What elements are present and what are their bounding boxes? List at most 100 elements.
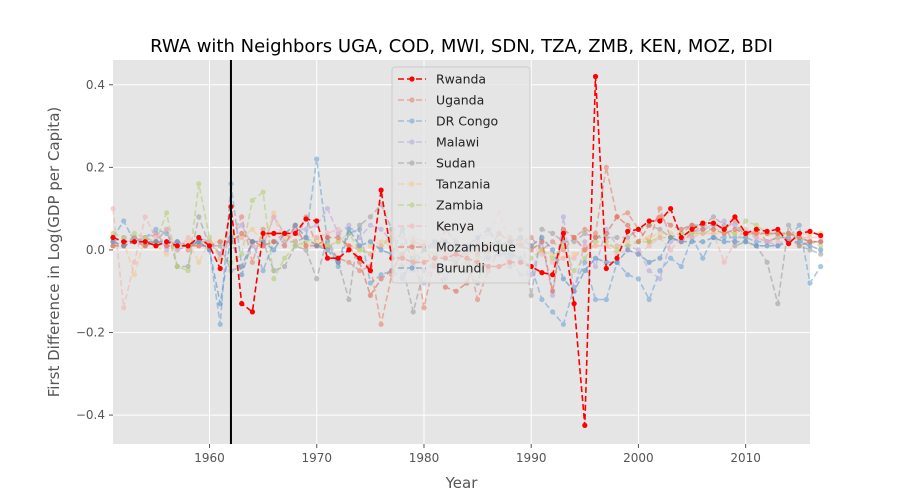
data-point xyxy=(357,247,363,253)
legend: Rwanda Uganda DR Congo Malawi Sudan Tanzania Z… xyxy=(391,66,531,284)
data-point xyxy=(550,255,556,261)
data-point xyxy=(592,234,599,241)
data-point xyxy=(592,239,599,245)
data-point xyxy=(678,263,684,270)
data-point xyxy=(635,239,642,245)
data-point xyxy=(582,230,588,236)
data-point xyxy=(260,226,266,232)
data-point xyxy=(732,222,738,228)
data-point xyxy=(314,218,320,224)
data-point xyxy=(571,301,577,307)
data-point xyxy=(378,187,384,193)
data-point xyxy=(357,222,363,228)
data-point xyxy=(282,255,288,261)
data-point xyxy=(249,309,255,315)
data-point xyxy=(121,218,127,224)
data-point xyxy=(271,210,277,216)
x-axis-label: Year xyxy=(445,474,479,492)
data-point xyxy=(539,296,545,303)
data-point xyxy=(582,268,588,274)
data-point xyxy=(303,216,309,222)
data-point xyxy=(646,296,652,303)
data-point xyxy=(732,226,738,232)
x-tick-label: 2000 xyxy=(623,451,654,465)
data-point xyxy=(743,218,749,224)
data-point xyxy=(346,296,352,303)
data-point xyxy=(346,222,352,228)
data-point xyxy=(550,239,556,245)
y-axis-label: First Difference in Log(GDP per Capita) xyxy=(45,107,63,397)
data-point xyxy=(217,265,223,272)
data-point xyxy=(668,222,674,228)
data-point xyxy=(603,265,609,272)
legend-entry xyxy=(398,244,426,250)
legend-entry xyxy=(398,160,426,166)
data-point xyxy=(292,243,298,249)
data-point xyxy=(700,220,706,226)
data-point xyxy=(635,247,642,253)
data-point xyxy=(421,305,427,311)
data-point xyxy=(282,243,288,249)
data-point xyxy=(668,230,674,236)
chart-title: RWA with Neighbors UGA, COD, MWI, SDN, T… xyxy=(150,36,773,57)
data-point xyxy=(710,214,717,220)
data-point xyxy=(571,239,577,245)
data-point xyxy=(614,247,620,253)
data-point xyxy=(539,226,545,232)
data-point xyxy=(582,239,588,245)
legend-entry xyxy=(398,139,426,145)
data-point xyxy=(625,228,631,234)
data-point xyxy=(818,251,824,257)
data-point xyxy=(764,228,770,234)
data-point xyxy=(550,247,556,253)
data-point xyxy=(550,292,556,298)
data-point xyxy=(657,230,663,236)
legend-label: Zambia xyxy=(436,198,483,213)
data-point xyxy=(625,210,631,216)
data-point xyxy=(378,226,384,232)
data-point xyxy=(721,259,727,265)
data-point xyxy=(743,230,749,236)
legend-swatch-marker xyxy=(409,202,415,208)
data-point xyxy=(164,251,170,257)
data-point xyxy=(217,239,223,245)
data-point xyxy=(185,234,191,241)
data-point xyxy=(753,226,760,232)
data-point xyxy=(614,243,620,249)
data-point xyxy=(164,210,170,216)
data-point xyxy=(625,222,631,228)
data-point xyxy=(282,239,288,245)
data-point xyxy=(324,234,331,241)
data-point xyxy=(710,226,717,232)
data-point xyxy=(121,243,127,249)
data-point xyxy=(314,156,320,162)
data-point xyxy=(185,247,191,253)
data-point xyxy=(131,230,137,236)
data-point xyxy=(528,292,534,298)
data-point xyxy=(700,226,706,232)
data-point xyxy=(657,276,663,282)
data-point xyxy=(646,218,652,224)
data-point xyxy=(110,230,116,236)
data-point xyxy=(357,259,363,265)
data-point xyxy=(603,226,609,232)
data-point xyxy=(668,234,674,241)
data-point xyxy=(721,234,727,241)
data-point xyxy=(689,226,695,232)
data-point xyxy=(796,222,802,228)
data-point xyxy=(271,230,277,236)
data-point xyxy=(142,239,148,245)
data-point xyxy=(174,239,180,245)
data-point xyxy=(592,296,599,303)
data-point xyxy=(131,239,137,245)
data-point xyxy=(217,301,223,307)
data-point xyxy=(110,239,116,245)
data-point xyxy=(560,226,567,232)
data-point xyxy=(753,243,760,249)
data-point xyxy=(592,243,599,249)
data-point xyxy=(206,234,213,241)
data-point xyxy=(807,247,813,253)
data-point xyxy=(743,234,749,241)
data-point xyxy=(743,239,749,245)
data-point xyxy=(249,226,255,232)
